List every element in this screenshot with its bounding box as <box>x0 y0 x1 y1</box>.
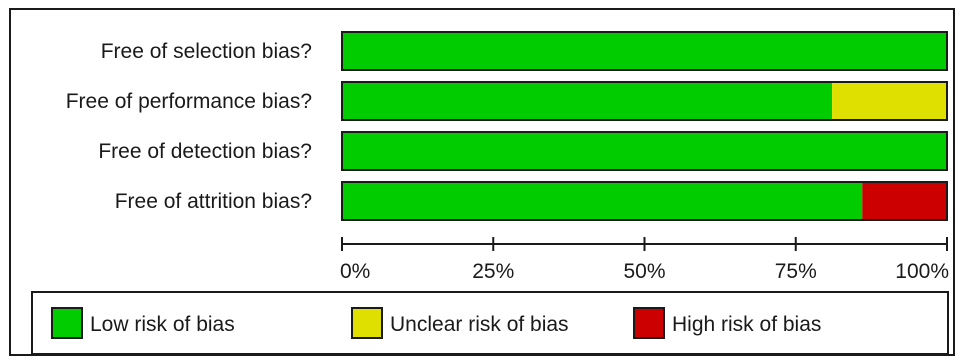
legend-label: Low risk of bias <box>90 313 235 336</box>
category-label: Free of detection bias? <box>98 140 312 163</box>
category-label: Free of selection bias? <box>101 40 312 63</box>
x-tick-label: 75% <box>775 260 817 283</box>
bar-segment-low-risk-of-bias <box>342 82 832 120</box>
legend-swatch <box>52 308 82 338</box>
legend-label: High risk of bias <box>672 313 821 336</box>
category-label: Free of attrition bias? <box>115 190 312 213</box>
legend-label: Unclear risk of bias <box>390 313 569 336</box>
bar-segment-low-risk-of-bias <box>342 182 862 220</box>
x-tick-label: 25% <box>472 260 514 283</box>
category-label: Free of performance bias? <box>66 90 312 113</box>
bar-segment-low-risk-of-bias <box>342 132 947 170</box>
bar-segment-low-risk-of-bias <box>342 32 947 70</box>
x-tick-label: 50% <box>623 260 665 283</box>
bars <box>342 32 947 220</box>
legend: Low risk of bias Unclear risk of bias High… <box>32 292 948 354</box>
category-labels: Free of selection bias? Free of performan… <box>66 40 312 213</box>
bar-segment-high-risk-of-bias <box>862 182 947 220</box>
bar-segment-unclear-risk-of-bias <box>832 82 947 120</box>
legend-swatch <box>634 308 664 338</box>
x-tick-label: 100% <box>895 260 949 283</box>
legend-swatch <box>352 308 382 338</box>
x-axis: 0% 25% 50% 75% 100% <box>340 237 949 283</box>
x-tick-label: 0% <box>340 260 370 283</box>
